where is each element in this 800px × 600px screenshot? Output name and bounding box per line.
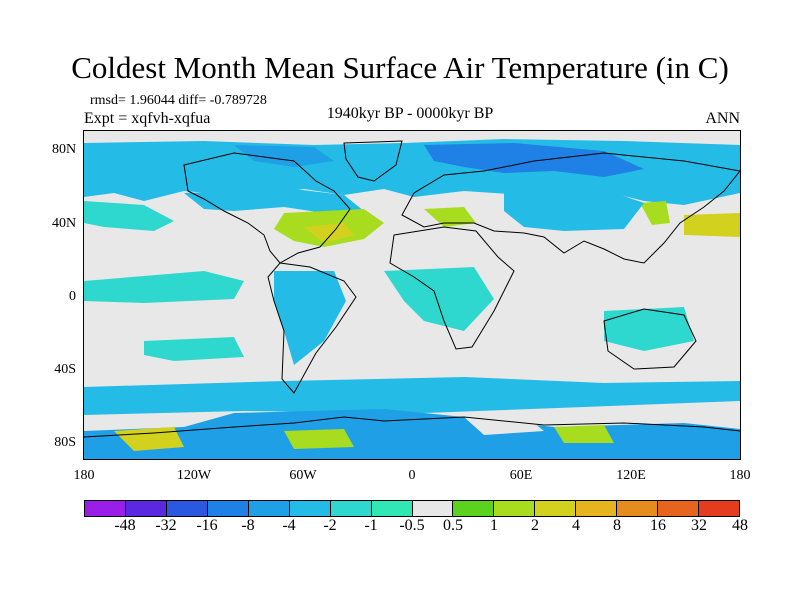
colorbar-swatch [412,501,454,516]
colorbar-label: 4 [572,517,580,534]
lon-label-120e: 120E [616,468,646,483]
south-america-cool [274,271,346,365]
north-pacific-cool [84,201,174,231]
experiment-label: Expt = xqfvh-xqfua [84,110,211,127]
colorbar-swatch [85,501,126,516]
chart-title: Coldest Month Mean Surface Air Temperatu… [71,50,729,85]
nw-pacific-warm [684,213,740,237]
period-label: 1940kyr BP - 0000kyr BP [326,105,494,122]
anomaly-shading [84,139,740,459]
coast-australia [603,308,697,370]
east-asia-warm [640,201,670,225]
coast-antarctica [84,416,740,438]
south-pacific-cool [144,337,244,361]
lon-label-60e: 60E [509,468,533,483]
colorbar-swatch [494,501,536,516]
antarctica-warm-east [554,425,614,443]
lat-label-40s: 40S [54,362,76,377]
colorbar-label: 32 [691,517,707,534]
colorbar-swatch [535,501,577,516]
coastlines [84,140,740,438]
colorbar-swatch [617,501,659,516]
map-panel [83,130,741,460]
north-america-cool [184,189,364,213]
antarctica-warm-west [114,427,184,451]
colorbar-swatch [453,501,495,516]
colorbar-label: 1 [490,517,498,534]
colorbar-swatch [125,501,167,516]
arctic-cool-region [84,139,740,205]
colorbar [84,500,740,517]
coast-greenland [343,140,403,182]
tropical-pacific-west-cool [84,271,244,303]
colorbar-swatch [371,501,413,516]
siberia-deep-cool [424,143,644,177]
colorbar-swatch [166,501,208,516]
coast-africa [389,226,515,350]
lon-label-180-west: 180 [73,468,95,483]
season-label: ANN [705,110,740,127]
colorbar-label: -48 [114,517,136,534]
lat-label-80n: 80N [52,142,77,157]
temperature-map [84,139,740,459]
coast-north-america [183,152,351,264]
colorbar-label: 0.5 [443,517,463,534]
colorbar-label: -2 [323,517,337,534]
coast-south-america [267,262,357,394]
lon-label-0: 0 [408,468,416,483]
stats-text: rmsd= 1.96044 diff= -0.789728 [90,93,267,108]
colorbar-swatch [576,501,618,516]
colorbar-label: 2 [531,517,539,534]
north-atlantic-warm [304,223,354,243]
coast-eurasia [401,152,740,264]
lon-label-120w: 120W [176,468,212,483]
arctic-ocean-cool [234,145,334,167]
colorbar-swatch [248,501,290,516]
lon-label-60w: 60W [289,468,317,483]
colorbar-label: -16 [196,517,218,534]
colorbar-label: -32 [155,517,177,534]
mediterranean-warm [424,207,476,227]
lon-label-180-east: 180 [729,468,751,483]
colorbar-label: 8 [613,517,621,534]
antarctica-warm-ross [284,429,354,449]
colorbar-swatch [207,501,249,516]
colorbar-label: -1 [364,517,378,534]
colorbar-swatch [658,501,700,516]
colorbar-label: 16 [650,517,666,534]
lat-label-equator: 0 [69,289,76,304]
colorbar-swatch [289,501,331,516]
lat-label-80s: 80S [54,435,76,450]
colorbar-label: -4 [282,517,296,534]
antarctica-cool [84,409,740,459]
lat-label-40n: 40N [52,216,77,231]
colorbar-swatch [330,501,372,516]
colorbar-label: -0.5 [399,517,425,534]
southern-ocean-cool [84,377,740,415]
colorbar-swatch [699,501,739,516]
colorbar-label: -8 [241,517,255,534]
africa-cool [384,267,494,331]
colorbar-label: 48 [732,517,748,534]
asia-cool [504,189,644,231]
australia-cool [604,307,694,351]
antarctica-neutral-east [464,415,544,435]
